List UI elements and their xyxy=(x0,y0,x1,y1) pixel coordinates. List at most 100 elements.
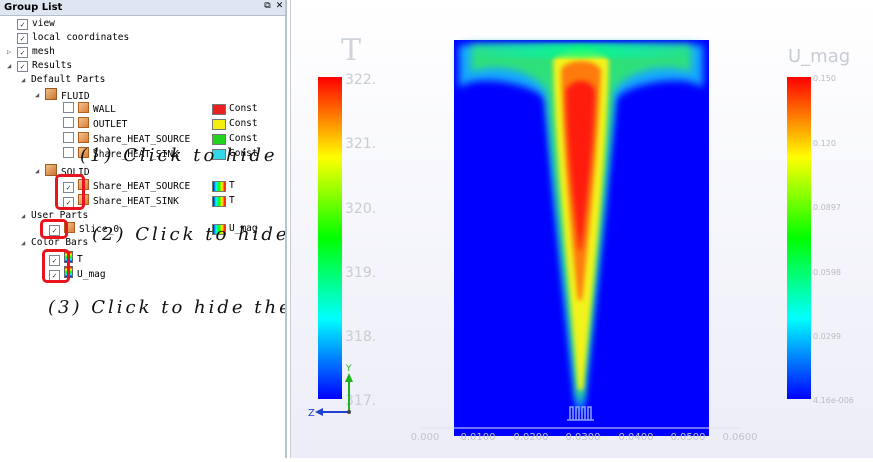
group-list-panel: Group List ⧉ ✕ ✓ view ✓ local coordinates … xyxy=(0,0,287,458)
tree-item-user-parts[interactable]: ◢ User Parts xyxy=(21,209,88,223)
display-type: U_mag xyxy=(229,223,258,234)
contour-plot[interactable] xyxy=(454,40,709,436)
colorbar-umag-title: U_mag xyxy=(788,46,850,67)
close-icon[interactable]: ✕ xyxy=(275,1,284,11)
x-axis-tick: 0.0500 xyxy=(671,432,706,443)
tree-item-label: Slice_0 xyxy=(79,224,120,235)
x-axis: 0.000 0.0100 0.0200 0.0300 0.0400 0.0500… xyxy=(411,427,758,443)
triad-z-label: Z xyxy=(308,408,315,419)
colorbar-t-label: 321. xyxy=(345,136,376,152)
colormap-swatch[interactable] xyxy=(212,196,226,207)
colorbar-t-label: 319. xyxy=(345,265,376,281)
tree-item-label: OUTLET xyxy=(93,119,128,130)
colormap-swatch[interactable] xyxy=(212,224,226,235)
color-swatch[interactable] xyxy=(212,134,226,145)
plume-core xyxy=(566,81,595,250)
colorbar-t-label: 318. xyxy=(345,329,376,345)
coordinate-triad: Z Y xyxy=(308,364,353,419)
collapse-arrow-icon[interactable]: ◢ xyxy=(35,167,40,175)
display-type: Const xyxy=(229,103,258,114)
tree-item-slice-0[interactable]: ✓ Slice_0 U_mag xyxy=(49,222,283,236)
collapse-arrow-icon[interactable]: ◢ xyxy=(7,62,12,70)
collapse-arrow-icon[interactable]: ◢ xyxy=(21,239,26,247)
part-icon xyxy=(78,102,89,113)
colorbar-umag-label: 0.0598 xyxy=(813,268,841,277)
color-swatch[interactable] xyxy=(212,119,226,130)
annotation-1: (1) Click to hide the xyxy=(80,145,285,166)
checkbox-fluid-heat-sink[interactable] xyxy=(63,147,74,158)
collapse-arrow-icon[interactable]: ◢ xyxy=(21,212,26,220)
checkbox-slice-0[interactable]: ✓ xyxy=(49,225,60,236)
panel-header: Group List ⧉ ✕ xyxy=(0,0,285,16)
tree-item-solid[interactable]: ◢ SOLID xyxy=(35,164,90,178)
colorbar-umag: U_mag 0.150 0.120 0.0897 0.0598 0.0299 4… xyxy=(787,46,854,405)
display-type: T xyxy=(229,180,235,191)
checkbox-outlet[interactable] xyxy=(63,117,74,128)
tree-item-label: mesh xyxy=(32,46,55,57)
colorbar-umag-label: 4.16e-006 xyxy=(813,396,854,405)
colorbar-umag-label: 0.150 xyxy=(813,74,836,83)
tree-item-fluid-heat-source[interactable]: Share_HEAT_SOURCE Const xyxy=(63,132,283,146)
tree-item-label: Default Parts xyxy=(31,74,106,85)
tree-item-label: Results xyxy=(32,60,73,71)
checkbox-wall[interactable] xyxy=(63,102,74,113)
display-type: T xyxy=(229,195,235,206)
checkbox-view[interactable]: ✓ xyxy=(17,19,28,30)
x-axis-tick: 0.0100 xyxy=(461,432,496,443)
x-axis-tick: 0.0300 xyxy=(566,432,601,443)
checkbox-results[interactable]: ✓ xyxy=(17,61,28,72)
tree-item-solid-heat-sink[interactable]: ✓ Share_HEAT_SINK T xyxy=(63,194,283,208)
tree-item-label: view xyxy=(32,18,55,29)
tree-item-default-parts[interactable]: ◢ Default Parts xyxy=(21,73,105,87)
viewport-canvas[interactable]: T 322. 321. 320. 319. 318. 317. xyxy=(291,0,873,458)
annotation-2: (2) Click to hide the xyxy=(92,224,287,245)
part-icon xyxy=(78,147,89,158)
tree-item-color-bars[interactable]: ◢ Color Bars xyxy=(21,236,88,250)
tree-item-label: FLUID xyxy=(61,91,90,102)
tree-item-wall[interactable]: WALL Const xyxy=(63,102,283,116)
colorbar-t-title: T xyxy=(341,33,361,68)
tree-item-fluid[interactable]: ◢ FLUID xyxy=(35,88,90,102)
colorbar-t-label: 317. xyxy=(345,393,376,409)
3d-viewport[interactable]: T 322. 321. 320. 319. 318. 317. xyxy=(290,0,873,458)
tree-item-label: Share_HEAT_SINK xyxy=(93,196,179,207)
collapse-arrow-icon[interactable]: ◢ xyxy=(21,76,26,84)
part-icon xyxy=(64,222,75,233)
checkbox-mesh[interactable]: ✓ xyxy=(17,47,28,58)
color-swatch[interactable] xyxy=(212,104,226,115)
collapse-arrow-icon[interactable]: ◢ xyxy=(35,91,40,99)
triad-y-label: Y xyxy=(345,364,352,374)
tree-item-outlet[interactable]: OUTLET Const xyxy=(63,117,283,131)
checkbox-solid-heat-source[interactable]: ✓ xyxy=(63,182,74,193)
tree-item-label: U_mag xyxy=(77,269,106,280)
expand-arrow-icon[interactable]: ▷ xyxy=(7,48,12,56)
tree-item-label: WALL xyxy=(93,104,116,115)
part-icon xyxy=(78,117,89,128)
tree-item-local-coordinates[interactable]: ✓ local coordinates xyxy=(7,31,129,45)
checkbox-local-coordinates[interactable]: ✓ xyxy=(17,33,28,44)
colorbar-umag-label: 0.120 xyxy=(813,139,836,148)
tree-item-mesh[interactable]: ▷ ✓ mesh xyxy=(7,45,55,59)
tree-item-fluid-heat-sink[interactable]: Share_HEAT_SINK Const xyxy=(63,147,283,161)
colorbar-umag-gradient xyxy=(787,77,811,399)
display-type: Const xyxy=(229,133,258,144)
colorbar-t-label: 320. xyxy=(345,201,376,217)
tree-item-label: User Parts xyxy=(31,210,89,221)
plume-top-band xyxy=(459,44,703,58)
colormap-swatch[interactable] xyxy=(212,181,226,192)
checkbox-fluid-heat-source[interactable] xyxy=(63,132,74,143)
color-swatch[interactable] xyxy=(212,149,226,160)
part-group-icon xyxy=(45,164,57,176)
display-type: Const xyxy=(229,148,258,159)
annotation-3: (3) Click to hide the xyxy=(48,297,287,318)
display-type: Const xyxy=(229,118,258,129)
tree-item-solid-heat-source[interactable]: ✓ Share_HEAT_SOURCE T xyxy=(63,179,283,193)
panel-title: Group List xyxy=(4,2,63,13)
checkbox-colorbar-t[interactable]: ✓ xyxy=(49,255,60,266)
tree-item-label: T xyxy=(77,254,83,265)
tree-item-label: Share_HEAT_SINK xyxy=(93,149,179,160)
float-icon[interactable]: ⧉ xyxy=(264,1,271,11)
highlight-box-1 xyxy=(55,174,85,210)
tree-item-results[interactable]: ◢ ✓ Results xyxy=(7,59,72,73)
tree-item-view[interactable]: ✓ view xyxy=(7,17,55,31)
